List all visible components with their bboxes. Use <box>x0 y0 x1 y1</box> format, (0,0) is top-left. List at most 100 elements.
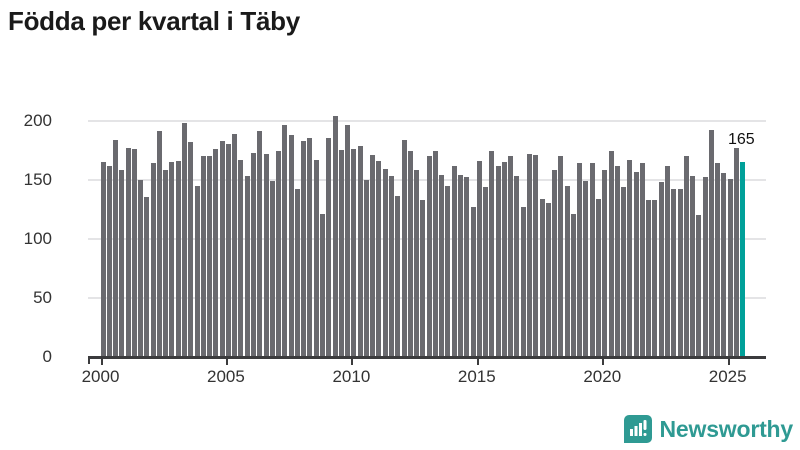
x-axis-tick <box>225 359 228 365</box>
y-axis-tick-label: 150 <box>23 169 52 189</box>
bar <box>451 165 457 357</box>
bar <box>131 149 137 357</box>
bar <box>294 189 300 357</box>
bar <box>483 186 489 357</box>
bar <box>715 163 721 357</box>
x-axis-tick-label: 2005 <box>207 367 245 386</box>
gridline <box>88 119 766 122</box>
bar <box>269 180 275 357</box>
bar <box>733 147 739 357</box>
bar <box>602 170 608 357</box>
bar <box>320 214 326 357</box>
bar <box>345 125 351 357</box>
bar <box>595 198 601 357</box>
bar <box>420 199 426 357</box>
bar <box>232 133 238 357</box>
bar <box>664 165 670 357</box>
bar <box>382 169 388 357</box>
bar <box>238 159 244 357</box>
bar <box>351 149 357 357</box>
bar <box>200 156 206 357</box>
bar <box>338 150 344 357</box>
bar <box>577 163 583 357</box>
bar <box>708 130 714 357</box>
bar <box>144 197 150 357</box>
bar <box>727 178 733 357</box>
bar <box>288 134 294 357</box>
bar <box>225 144 231 357</box>
y-axis-tick-label: 100 <box>23 228 52 248</box>
bar <box>432 151 438 357</box>
bar <box>564 185 570 357</box>
bar <box>721 172 727 357</box>
last-value-annotation: 165 <box>728 131 755 148</box>
bar <box>702 177 708 357</box>
y-axis-tick-label: 0 <box>42 347 52 366</box>
x-axis-tick <box>100 359 103 365</box>
bar <box>357 145 363 357</box>
x-axis-tick <box>351 359 354 365</box>
bar <box>740 162 746 357</box>
bar <box>501 162 507 357</box>
bar <box>263 153 269 357</box>
x-axis-tick-label: 2000 <box>81 367 120 386</box>
bar <box>376 160 382 357</box>
bar <box>113 139 119 357</box>
bar <box>169 162 175 357</box>
bar <box>163 170 169 357</box>
bar <box>526 153 532 357</box>
bar <box>677 189 683 357</box>
bar <box>633 171 639 357</box>
bar <box>326 138 332 357</box>
bar <box>251 152 257 357</box>
bar <box>658 182 664 357</box>
bar <box>219 140 225 357</box>
bar <box>313 159 319 357</box>
bar <box>495 165 501 357</box>
bar <box>426 156 432 357</box>
bar <box>696 215 702 357</box>
bar <box>138 179 144 357</box>
bar <box>545 203 551 357</box>
bar <box>508 156 514 357</box>
bar <box>389 176 394 357</box>
bar <box>646 199 652 357</box>
chart-title: Födda per kvartal i Täby <box>8 6 300 36</box>
y-axis-tick-label: 50 <box>33 287 52 307</box>
x-axis-tick-label: 2015 <box>457 367 496 386</box>
bar <box>307 138 313 357</box>
x-axis-tick <box>602 359 605 365</box>
newsworthy-logo: Newsworthy <box>623 414 793 444</box>
bar <box>175 160 181 357</box>
bar <box>282 125 288 357</box>
bar <box>520 206 526 357</box>
bar <box>332 115 338 357</box>
x-axis-line <box>88 356 766 359</box>
bar <box>627 159 633 357</box>
bar <box>445 185 451 357</box>
bar <box>533 154 539 357</box>
bar <box>690 176 696 357</box>
bar <box>125 147 131 357</box>
bar <box>639 163 645 357</box>
bar <box>583 180 589 357</box>
y-axis-tick-label: 200 <box>23 110 52 130</box>
x-axis-tick <box>727 359 730 365</box>
bar <box>439 175 445 357</box>
bar <box>683 156 689 357</box>
bar <box>558 156 564 357</box>
bar <box>539 198 545 357</box>
bar <box>119 170 125 357</box>
bar <box>652 199 658 357</box>
bar <box>407 151 413 357</box>
bar <box>608 151 614 357</box>
bar <box>395 196 401 357</box>
bar <box>570 214 576 357</box>
x-axis-tick-label: 2025 <box>708 367 747 386</box>
bar <box>156 131 162 357</box>
bar <box>514 176 520 357</box>
bar <box>188 141 194 357</box>
bar <box>671 189 677 357</box>
